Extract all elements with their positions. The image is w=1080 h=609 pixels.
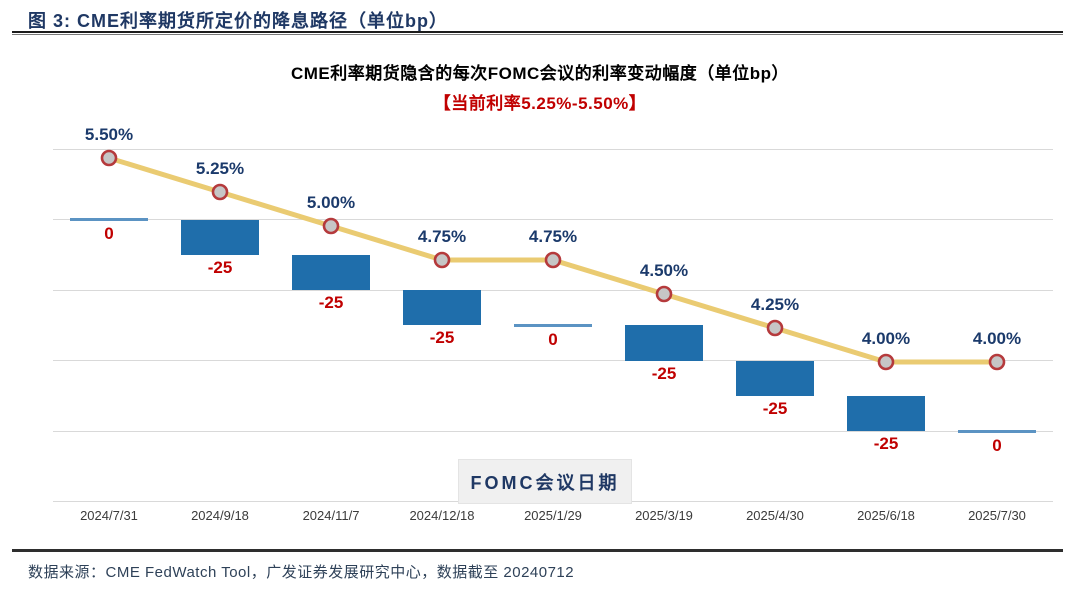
rate-point-label: 4.50% bbox=[639, 261, 689, 280]
chart-title: CME利率期货隐含的每次FOMC会议的利率变动幅度（单位bp） bbox=[290, 64, 790, 83]
rate-point-label: 5.50% bbox=[84, 125, 134, 144]
bar-change-label: -25 bbox=[651, 363, 677, 383]
data-source-note: 数据来源：CME FedWatch Tool，广发证券发展研究中心，数据截至 2… bbox=[28, 564, 575, 581]
waterfall-bar bbox=[625, 325, 703, 361]
caption-divider-rule bbox=[12, 31, 1063, 35]
gridline bbox=[53, 360, 1053, 361]
waterfall-bar bbox=[403, 290, 481, 326]
waterfall-zero-bar bbox=[70, 218, 148, 221]
bar-change-label: 0 bbox=[548, 329, 558, 349]
bar-change-label: -25 bbox=[429, 328, 455, 348]
x-axis-title-box: FOMC会议日期 bbox=[458, 459, 632, 504]
chart-subtitle-current-rate: 【当前利率5.25%-5.50%】 bbox=[433, 94, 647, 113]
rate-point-label: 4.25% bbox=[750, 295, 800, 314]
figure-caption: 图 3: CME利率期货所定价的降息路径（单位bp） bbox=[28, 11, 448, 31]
footer-divider-rule bbox=[12, 549, 1063, 552]
x-axis-date-label: 2025/6/18 bbox=[857, 508, 915, 523]
x-axis-date-label: 2024/7/31 bbox=[80, 508, 138, 523]
bar-change-label: -25 bbox=[873, 434, 899, 453]
rate-point-label: 4.00% bbox=[972, 329, 1022, 348]
waterfall-bar bbox=[847, 395, 925, 431]
line-marker bbox=[766, 319, 784, 337]
rate-point-label: 4.75% bbox=[417, 227, 467, 246]
bar-change-label: -25 bbox=[207, 257, 233, 277]
x-axis-title-label: FOMC会议日期 bbox=[470, 472, 620, 493]
gridline bbox=[53, 148, 1053, 150]
x-axis-date-label: 2024/11/7 bbox=[302, 508, 360, 523]
bar-change-label: 0 bbox=[104, 224, 114, 243]
waterfall-bar bbox=[292, 254, 370, 290]
bar-change-label: -25 bbox=[762, 398, 788, 418]
x-axis-date-label: 2024/9/18 bbox=[191, 508, 249, 523]
bar-change-label: -25 bbox=[318, 293, 344, 312]
gridline bbox=[53, 430, 1053, 432]
bar-change-label: 0 bbox=[992, 435, 1002, 455]
waterfall-bar bbox=[181, 219, 259, 255]
rate-point-label: 5.25% bbox=[195, 159, 245, 178]
x-axis-date-label: 2025/7/30 bbox=[968, 508, 1026, 523]
line-marker bbox=[544, 251, 562, 269]
waterfall-zero-bar bbox=[958, 429, 1036, 433]
line-marker bbox=[100, 149, 118, 167]
x-axis-date-label: 2025/3/19 bbox=[635, 508, 693, 523]
line-marker bbox=[322, 217, 340, 235]
line-marker bbox=[877, 353, 895, 371]
waterfall-bar bbox=[736, 360, 814, 396]
rate-point-label: 4.00% bbox=[861, 329, 911, 348]
gridline bbox=[53, 289, 1053, 291]
x-axis-date-label: 2024/12/18 bbox=[409, 508, 475, 523]
rate-point-label: 4.75% bbox=[528, 227, 578, 246]
x-axis-date-label: 2025/4/30 bbox=[746, 508, 804, 523]
waterfall-zero-bar bbox=[514, 323, 592, 327]
line-marker bbox=[211, 183, 229, 201]
rate-point-label: 5.00% bbox=[306, 193, 356, 212]
x-axis-date-label: 2025/1/29 bbox=[524, 508, 582, 523]
line-marker bbox=[433, 251, 451, 269]
line-marker bbox=[988, 353, 1006, 371]
